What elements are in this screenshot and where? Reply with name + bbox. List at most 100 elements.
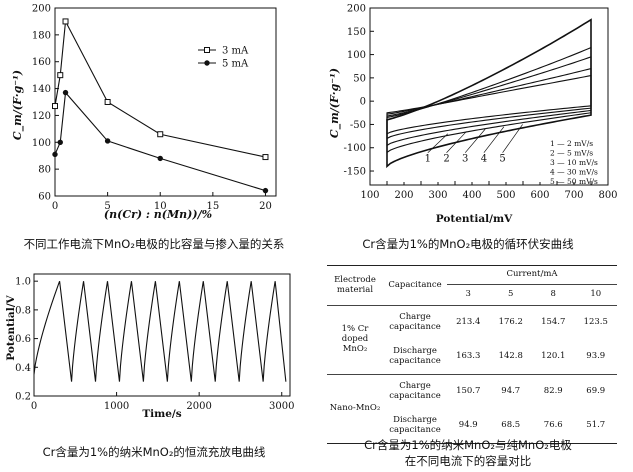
c2-ytick-label: -100 [344,143,366,154]
caption-chart2: Cr含量为1%的MnO₂电极的循环伏安曲线 [362,237,574,251]
c1-ytick-label: 80 [38,165,51,176]
cell-value: 154.7 [532,305,575,340]
c1-xtick-label: 15 [206,201,219,212]
table-row: 1% Cr doped MnO₂ Charge capacitance 213.… [327,305,617,375]
chart-charge-discharge: 0 1000 2000 3000 0.2 0.4 0.6 0.8 1.0 Potential/V… [5,273,294,420]
c2-legend-entry: 3 — 10 mV/s [550,158,598,167]
c3-ytick-label: 0.2 [15,392,31,403]
c3-xtick-label: 2000 [186,401,211,412]
c1-series-line [54,91,266,192]
c1-ylabel: C_m/(F·g⁻¹) [11,70,25,140]
c1-legend-marker [204,60,210,66]
c2-xtick-label: 700 [564,190,583,201]
c2-xtick-label: 400 [462,190,481,201]
table-row: Nano-MnO₂ Charge capacitance 150.7 94.7 … [327,374,617,444]
c1-ytick-label: 200 [32,4,51,15]
c2-legend-entry: 1 — 2 mV/s [550,139,593,148]
c2-legend-entry: 5 — 50 mV/s [550,177,598,186]
c1-point-3ma [57,72,64,79]
c2-curve-leader [464,128,486,153]
c2-ytick-label: 0 [360,97,366,108]
c2-xtick-label: 200 [394,190,413,201]
c1-point-3ma [104,99,111,105]
c2-legend-entry: 4 — 30 mV/s [550,168,598,177]
c1-point-3ma [157,131,164,138]
c1-xtick-label: 5 [104,201,110,212]
c1-xtick-label: 20 [259,201,272,212]
c2-curve-label: 4 [481,154,487,165]
table-row: Discharge capacitance 163.3 142.8 120.1 … [327,340,617,375]
caption-chart1: 不同工作电流下MnO₂电极的比容量与掺入量的关系 [23,237,285,251]
cell-value: 94.9 [447,409,490,444]
cell-value: 76.6 [532,409,575,444]
c2-xtick-label: 100 [360,190,379,201]
c2-curve-leader [446,131,467,153]
cell-value: 51.7 [574,409,617,444]
c2-curve-leader [427,133,449,153]
cell-value: 163.3 [456,351,481,362]
c3-ytick-label: 1.0 [15,277,31,288]
c2-ytick-label: 200 [347,4,366,15]
capacity-comparison-table: Electrode material Capacitance Current/m… [327,265,617,444]
c2-cv-loop [386,18,592,169]
c1-point-3ma [52,103,58,110]
c3-potential-curve [33,280,287,382]
cell-value: 142.8 [498,351,523,362]
cell-material: Nano-MnO₂ [327,374,383,444]
c3-xlabel: Time/s [142,408,181,420]
c1-ytick-label: 120 [32,111,51,122]
cell-value: 93.9 [586,351,606,362]
cell-value: 120.1 [541,351,566,362]
caption-chart3: Cr含量为1%的纳米MnO₂的恒流充放电曲线 [42,445,266,459]
c3-axes [33,273,291,397]
c2-xlabel: Potential/mV [436,213,513,225]
th-current-3: 3 [447,284,490,306]
c2-ytick-label: 50 [353,73,366,84]
c1-ytick-label: 180 [32,30,51,41]
th-electrode-material: Electrode material [327,265,383,306]
c2-ytick-label: -50 [350,120,366,131]
c1-xlabel: (n(Cr) : n(Mn))/% [104,208,212,221]
c1-ytick-label: 60 [38,192,51,203]
c3-xtick-label: 1000 [104,401,129,412]
c2-cv-loop [386,67,592,140]
c3-ytick-label: 0.4 [15,363,31,374]
c1-plot-frame [54,7,277,197]
c2-legend: 1 — 2 mV/s2 — 5 mV/s3 — 10 mV/s4 — 30 mV… [550,139,598,186]
cell-capacitance: Discharge capacitance [383,409,447,444]
c1-legend-marker [204,47,210,53]
th-capacitance: Capacitance [383,265,447,306]
c1-point-5ma [157,155,163,162]
c2-cv-loop [386,74,592,135]
c1-series [52,18,269,194]
th-current: Current/mA [447,265,617,285]
c2-cv-loop [386,56,592,147]
c1-ticks: 0 5 10 15 20 60 80 100 120 140 160 180 200 [32,4,272,213]
th-current-10: 10 [574,284,617,306]
c1-point-3ma [262,154,269,161]
cell-value: 213.4 [447,305,490,340]
c1-point-5ma [262,187,269,194]
c1-ytick-label: 100 [32,138,51,149]
c1-legend: 3 mA 5 mA [198,46,249,70]
c3-ticks: 0 1000 2000 3000 0.2 0.4 0.6 0.8 1.0 [15,277,294,412]
cell-capacitance: Charge capacitance [383,305,447,340]
c1-point-5ma [62,89,69,96]
c3-ytick-label: 0.6 [15,334,31,345]
c3-ylabel: Potential/V [5,294,17,360]
c1-legend-label: 3 mA [222,46,249,57]
c2-ylabel: C_m/(F·g⁻¹) [328,68,342,138]
cell-value: 123.5 [574,305,617,340]
c2-curve-label: 3 [462,154,468,165]
c2-cv-loop [386,46,592,154]
c2-xtick-label: 600 [530,190,549,201]
c1-ytick-label: 140 [32,84,51,95]
c2-xtick-label: 800 [598,190,617,201]
c1-point-3ma [62,18,69,25]
c2-curve-label: 2 [443,154,449,165]
c1-point-5ma [104,138,111,144]
c2-curve-label: 1 [425,154,431,165]
c1-series-line [54,19,266,158]
c1-xtick-label: 0 [52,201,58,212]
